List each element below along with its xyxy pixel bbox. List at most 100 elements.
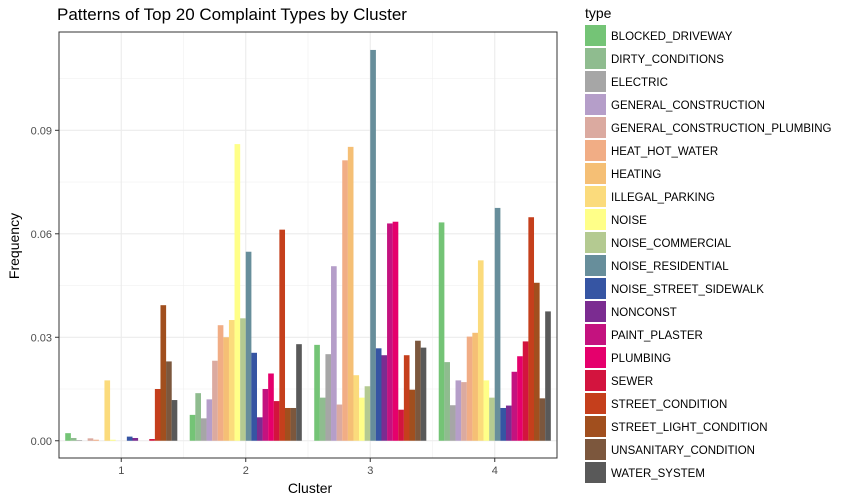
bar-noise-street-sidewalk-cluster-1	[126, 436, 133, 441]
legend-title: type	[585, 5, 612, 21]
x-axis-title: Cluster	[288, 480, 333, 496]
legend-key-illegal-parking	[585, 186, 606, 207]
legend-key-dirty-conditions	[585, 48, 606, 69]
bar-street-light-condition-cluster-4	[533, 282, 540, 441]
bar-water-system-cluster-2	[296, 344, 302, 441]
bar-unsanitary-condition-cluster-3	[415, 340, 421, 441]
bar-noise-street-sidewalk-cluster-4	[500, 407, 506, 441]
legend-key-heat-hot-water	[585, 140, 606, 161]
bar-general-construction-plumbing-cluster-2	[212, 360, 218, 441]
bar-illegal-parking-cluster-1	[104, 380, 111, 441]
legend-label: ELECTRIC	[611, 77, 668, 89]
bar-blocked-driveway-cluster-3	[314, 344, 320, 441]
legend: type BLOCKED_DRIVEWAY DIRTY_CONDITIONS ELE…	[585, 5, 832, 483]
bar-blocked-driveway-cluster-2	[189, 414, 196, 441]
bar-street-condition-cluster-3	[403, 355, 410, 441]
bar-street-light-condition-cluster-3	[409, 389, 416, 441]
legend-key-noise-commercial	[585, 232, 606, 253]
legend-label: NOISE_RESIDENTIAL	[611, 261, 729, 273]
bar-sewer-cluster-2	[273, 401, 280, 441]
bar-noise-cluster-3	[359, 397, 365, 441]
bar-paint-plaster-cluster-4	[511, 371, 518, 441]
bar-unsanitary-condition-cluster-4	[539, 398, 546, 441]
legend-key-sewer	[585, 370, 606, 391]
bar-electric-cluster-2	[200, 418, 207, 441]
legend-label: NOISE_STREET_SIDEWALK	[611, 284, 764, 296]
bar-dirty-conditions-cluster-2	[195, 393, 201, 441]
bar-blocked-driveway-cluster-4	[438, 222, 445, 441]
legend-key-nonconst	[585, 301, 606, 322]
bar-heating-cluster-2	[223, 337, 229, 441]
bar-general-construction-plumbing-cluster-4	[461, 382, 467, 441]
bar-sewer-cluster-1	[149, 439, 155, 441]
plot-area: 0.00 0.03 0.06 0.09 1 2 3 4	[31, 31, 558, 477]
bar-noise-street-sidewalk-cluster-2	[251, 352, 257, 441]
bar-street-condition-cluster-1	[154, 389, 161, 441]
bar-dirty-conditions-cluster-3	[319, 397, 326, 441]
legend-label: DIRTY_CONDITIONS	[611, 54, 724, 66]
bar-street-condition-cluster-4	[528, 217, 535, 441]
x-tick-label: 4	[492, 465, 498, 477]
bar-illegal-parking-cluster-2	[228, 320, 235, 441]
legend-label: HEAT_HOT_WATER	[611, 146, 718, 158]
bar-paint-plaster-cluster-2	[262, 389, 269, 441]
legend-key-blocked-driveway	[585, 25, 606, 46]
legend-label: PAINT_PLASTER	[611, 330, 703, 342]
legend-key-general-construction	[585, 94, 606, 115]
legend-label: NOISE	[611, 215, 647, 227]
bar-unsanitary-condition-cluster-2	[290, 407, 297, 441]
plot-border	[58, 31, 558, 459]
bar-nonconst-cluster-1	[132, 437, 139, 441]
bar-paint-plaster-cluster-3	[387, 223, 393, 441]
bar-noise-cluster-1	[110, 439, 116, 441]
bar-heat-hot-water-cluster-2	[217, 325, 224, 441]
legend-key-noise-residential	[585, 255, 606, 276]
bar-blocked-driveway-cluster-1	[65, 433, 71, 441]
legend-key-noise	[585, 209, 606, 230]
bar-heat-hot-water-cluster-1	[93, 439, 99, 441]
y-axis-title: Frequency	[6, 213, 22, 279]
legend-key-general-construction-plumbing	[585, 117, 606, 138]
bar-illegal-parking-cluster-3	[353, 375, 360, 441]
bar-street-light-condition-cluster-2	[284, 407, 291, 441]
bar-noise-commercial-cluster-4	[489, 397, 495, 441]
bar-general-construction-cluster-3	[331, 266, 337, 441]
bar-street-light-condition-cluster-1	[160, 305, 167, 441]
bar-street-condition-cluster-2	[279, 229, 286, 441]
bar-plumbing-cluster-3	[392, 221, 399, 441]
bar-water-system-cluster-4	[545, 311, 551, 441]
y-tick-label: 0.03	[31, 332, 52, 344]
legend-key-unsanitary-condition	[585, 439, 606, 460]
bar-noise-residential-cluster-3	[370, 49, 376, 441]
legend-key-plumbing	[585, 347, 606, 368]
bar-electric-cluster-1	[76, 440, 83, 441]
legend-label: UNSANITARY_CONDITION	[611, 445, 755, 457]
legend-label: GENERAL_CONSTRUCTION_PLUMBING	[611, 123, 832, 135]
legend-label: SEWER	[611, 376, 653, 388]
bar-illegal-parking-cluster-4	[477, 260, 484, 441]
bar-nonconst-cluster-3	[381, 355, 388, 441]
bar-noise-street-sidewalk-cluster-3	[375, 348, 382, 441]
legend-key-street-light-condition	[585, 416, 606, 437]
bar-electric-cluster-3	[325, 354, 332, 441]
legend-label: STREET_CONDITION	[611, 399, 727, 411]
bar-sewer-cluster-4	[522, 341, 529, 441]
bar-plumbing-cluster-2	[268, 373, 274, 441]
legend-label: GENERAL_CONSTRUCTION	[611, 100, 765, 112]
bar-electric-cluster-4	[449, 405, 456, 441]
bar-heat-hot-water-cluster-3	[342, 160, 348, 441]
legend-key-paint-plaster	[585, 324, 606, 345]
bar-heating-cluster-3	[347, 146, 354, 441]
legend-label: WATER_SYSTEM	[611, 468, 705, 480]
bar-nonconst-cluster-2	[256, 417, 263, 441]
bar-general-construction-cluster-2	[206, 399, 213, 441]
bar-dirty-conditions-cluster-4	[444, 362, 450, 441]
bar-noise-commercial-cluster-2	[240, 318, 246, 441]
legend-key-heating	[585, 163, 606, 184]
x-tick-label: 1	[118, 465, 124, 477]
legend-label: STREET_LIGHT_CONDITION	[611, 422, 768, 434]
legend-label: PLUMBING	[611, 353, 671, 365]
legend-key-water-system	[585, 462, 606, 483]
legend-label: ILLEGAL_PARKING	[611, 192, 715, 204]
